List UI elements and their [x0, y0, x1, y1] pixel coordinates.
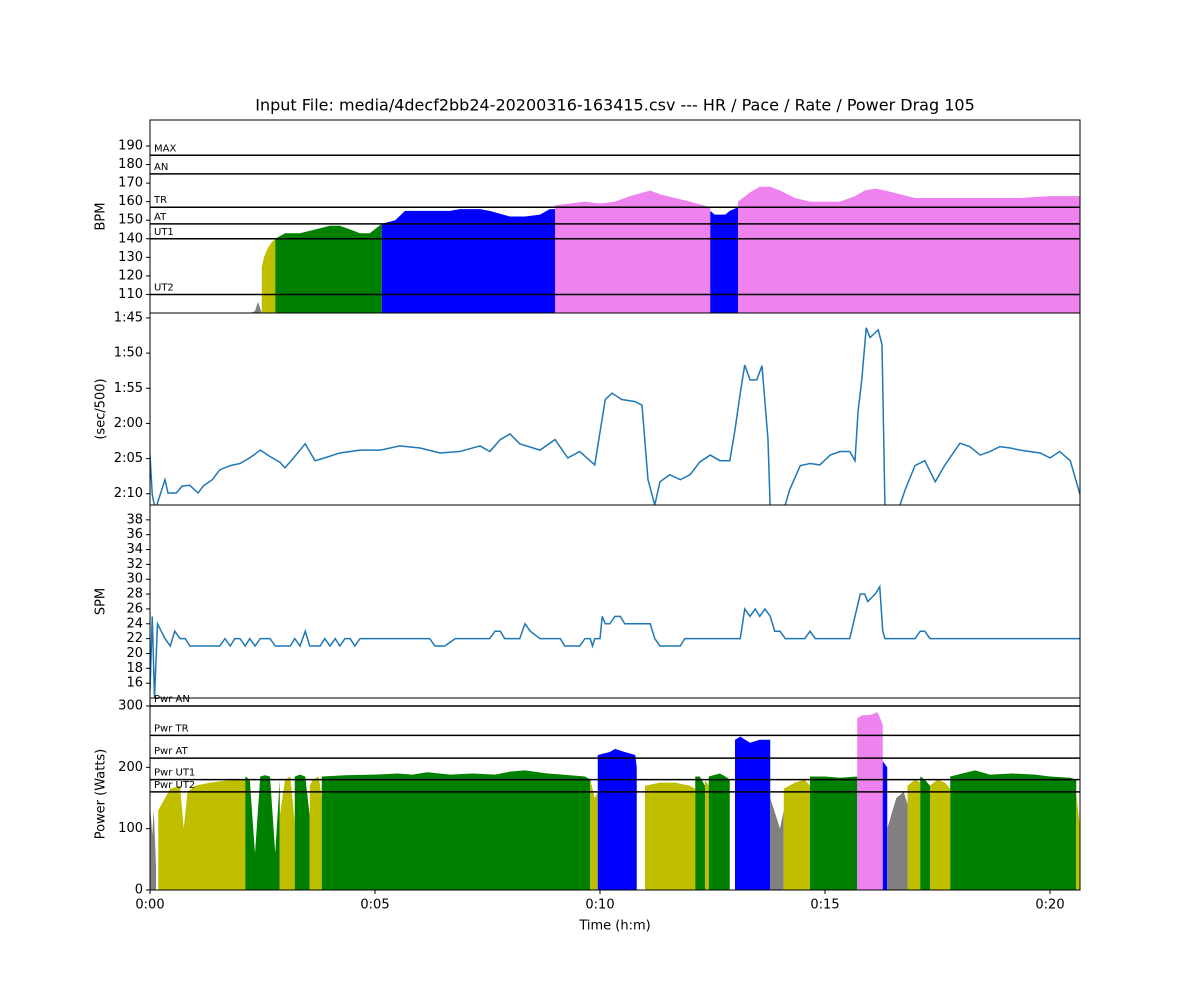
y-tick-label: 170	[118, 176, 143, 191]
zone-area	[810, 776, 858, 890]
axes-frame	[149, 697, 1081, 891]
zone-label: AN	[154, 162, 168, 173]
y-tick-label: 28	[126, 587, 143, 602]
y-tick-label: 190	[118, 138, 143, 153]
zone-label: AT	[154, 212, 167, 223]
zone-area	[783, 779, 810, 890]
y-tick-label: 120	[118, 268, 143, 283]
data-line	[150, 327, 1080, 505]
y-tick-label: 32	[126, 557, 143, 572]
zone-label: Pwr UT1	[154, 768, 195, 779]
y-tick-label: 30	[126, 572, 143, 587]
zone-area	[555, 190, 711, 313]
y-tick-label: 26	[126, 601, 143, 616]
axes-frame	[149, 312, 1081, 506]
y-tick-label: 150	[118, 213, 143, 228]
zone-area	[158, 779, 246, 890]
zone-label: MAX	[154, 143, 176, 154]
zone-area	[695, 776, 705, 890]
zone-area	[275, 223, 382, 313]
x-tick-label: 0:00	[135, 898, 164, 913]
zone-area	[381, 209, 555, 313]
y-axis-label: Power (Watts)	[94, 749, 109, 840]
x-tick-label: 0:10	[585, 898, 614, 913]
zone-area	[705, 779, 709, 890]
zone-area	[857, 712, 883, 890]
zone-area	[950, 770, 1077, 890]
zone-label: Pwr UT2	[154, 780, 195, 791]
plot-area	[150, 712, 1080, 890]
zone-area	[882, 761, 888, 890]
zone-area	[770, 797, 784, 890]
y-tick-label: 36	[126, 527, 143, 542]
x-tick-label: 0:05	[360, 898, 389, 913]
y-tick-label: 140	[118, 231, 143, 246]
zone-area	[920, 776, 930, 890]
y-tick-label: 20	[126, 646, 143, 661]
axes-frame	[149, 504, 1081, 699]
zone-area	[309, 776, 322, 890]
y-tick-label: 1:50	[114, 346, 143, 361]
zone-area	[597, 748, 637, 890]
y-axis-label: SPM	[94, 588, 109, 615]
zone-label: UT2	[154, 282, 174, 293]
y-tick-label: 2:05	[114, 451, 143, 466]
y-tick-label: 100	[118, 821, 143, 836]
x-tick-label: 0:20	[1035, 898, 1064, 913]
y-tick-label: 2:10	[114, 486, 143, 501]
zone-area	[1076, 791, 1080, 890]
zone-area	[735, 736, 771, 890]
y-tick-label: 38	[126, 512, 143, 527]
zone-area	[279, 776, 295, 890]
y-axis-label: (sec/500)	[94, 378, 109, 439]
plot-area	[150, 584, 1080, 698]
zone-area	[261, 238, 276, 313]
y-tick-label: 180	[118, 157, 143, 172]
zone-area	[590, 779, 598, 890]
zone-area	[150, 804, 156, 890]
y-tick-label: 0	[135, 883, 143, 898]
y-axis-label: BPM	[94, 203, 109, 231]
x-axis-label: Time (h:m)	[578, 919, 650, 934]
zone-label: TR	[153, 195, 167, 206]
zone-area	[907, 779, 921, 890]
y-tick-label: 160	[118, 194, 143, 209]
zone-label: Pwr AT	[154, 746, 189, 757]
zone-area	[245, 775, 280, 890]
y-tick-label: 300	[118, 698, 143, 713]
zone-area	[738, 186, 1080, 313]
zone-area	[710, 207, 738, 313]
x-tick-label: 0:15	[810, 898, 839, 913]
zone-label: Pwr TR	[154, 723, 189, 734]
chart-title: Input File: media/4decf2bb24-20200316-16…	[255, 96, 975, 115]
zone-label: Pwr AN	[154, 694, 190, 705]
y-tick-label: 24	[126, 616, 143, 631]
y-tick-label: 1:45	[114, 310, 143, 325]
y-tick-label: 34	[126, 542, 143, 557]
plot-area	[150, 327, 1080, 505]
y-tick-label: 2:00	[114, 416, 143, 431]
plot-area	[249, 186, 1080, 313]
zone-area	[708, 773, 730, 890]
y-tick-label: 110	[118, 287, 143, 302]
zone-area	[930, 779, 951, 890]
zone-label: UT1	[154, 227, 174, 238]
zone-area	[321, 770, 591, 890]
y-tick-label: 200	[118, 760, 143, 775]
zone-area	[249, 301, 262, 313]
y-tick-label: 16	[126, 676, 143, 691]
data-line	[150, 584, 1080, 698]
zone-area	[887, 791, 908, 890]
y-tick-label: 130	[118, 250, 143, 265]
zone-area	[645, 782, 696, 890]
y-tick-label: 1:55	[114, 381, 143, 396]
y-tick-label: 22	[126, 631, 143, 646]
y-tick-label: 18	[126, 661, 143, 676]
zone-area	[294, 774, 310, 890]
